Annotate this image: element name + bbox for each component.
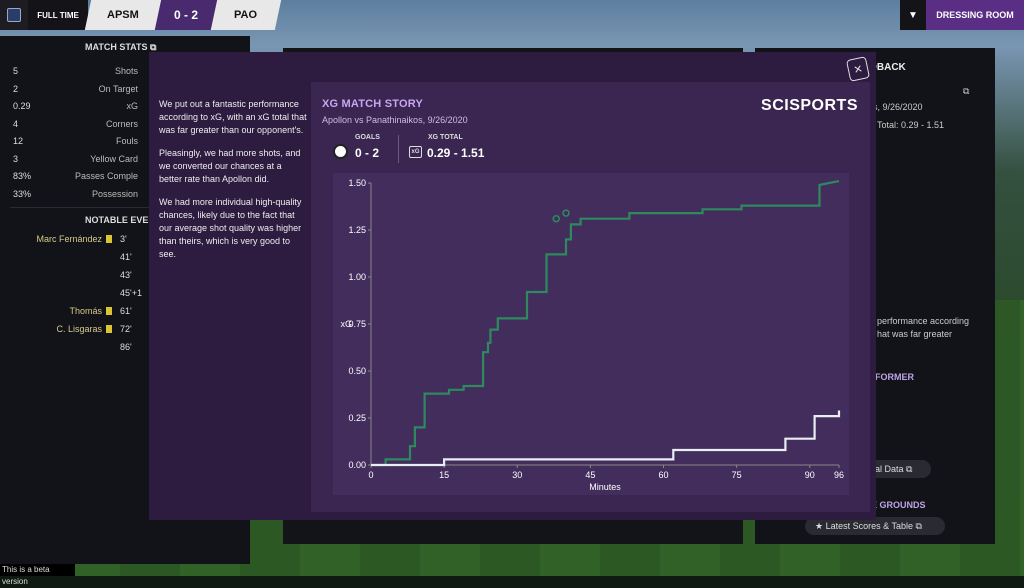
- stat-value: 33%: [13, 189, 31, 199]
- stat-label: On Target: [99, 84, 138, 94]
- scisports-logo: SCISPORTS: [761, 97, 858, 115]
- x-tick-label: 0: [368, 470, 373, 480]
- home-team[interactable]: APSM: [85, 0, 161, 30]
- stat-value: 83%: [13, 171, 31, 181]
- paragraph: We had more individual high-quality chan…: [159, 196, 307, 261]
- x-tick-label: 15: [439, 470, 449, 480]
- close-icon[interactable]: ✕: [846, 56, 870, 82]
- yellow-card-icon: [106, 325, 112, 333]
- x-axis-label: Minutes: [589, 482, 621, 492]
- x-tick-label: 96: [834, 470, 844, 480]
- stat-value: 4: [13, 119, 18, 129]
- divider: [398, 135, 399, 163]
- y-tick-label: 0.00: [348, 460, 366, 470]
- event-minute: 45'+1: [120, 288, 142, 298]
- x-tick-label: 90: [805, 470, 815, 480]
- club-badge-icon[interactable]: [0, 0, 28, 30]
- xg-card: XG MATCH STORY Apollon vs Panathinaikos,…: [311, 82, 870, 512]
- goals-value: 0 - 2: [355, 146, 379, 160]
- trophy-icon: ★: [815, 521, 823, 532]
- xg-subtitle: Apollon vs Panathinaikos, 9/26/2020: [322, 115, 468, 125]
- stat-label: xG: [126, 101, 138, 111]
- paragraph: Pleasingly, we had more shots, and we co…: [159, 147, 307, 186]
- event-minute: 72': [120, 324, 132, 334]
- match-status: FULL TIME: [28, 0, 88, 30]
- yellow-card-icon: [106, 307, 112, 315]
- notable-events-title: NOTABLE EVEI: [85, 215, 151, 225]
- goal-marker: [563, 210, 569, 216]
- dressing-room-button[interactable]: DRESSING ROOM: [926, 0, 1024, 30]
- x-tick-label: 60: [658, 470, 668, 480]
- xg-total-label: XG TOTAL: [428, 134, 463, 141]
- top-right-nav: ▼ DRESSING ROOM: [900, 0, 1024, 30]
- x-tick-label: 75: [732, 470, 742, 480]
- score-bar: FULL TIME APSM 0 - 2 PAO: [0, 0, 278, 30]
- feedback-date: s, 9/26/2020: [873, 102, 923, 112]
- xg-title: XG MATCH STORY: [322, 98, 423, 110]
- stat-value: 5: [13, 66, 18, 76]
- stat-value: 12: [13, 136, 23, 146]
- stat-value: 0.29: [13, 101, 31, 111]
- xg-chart: 0.00 0.25 0.50 0.75 1.00 1.25 1.50 0 15 30 45 60 75 9…: [333, 173, 849, 495]
- event-minute: 41': [120, 252, 132, 262]
- chevron-down-icon[interactable]: ▼: [900, 0, 926, 30]
- score: 0 - 2: [155, 0, 217, 30]
- y-tick-label: 0.25: [348, 413, 366, 423]
- player-name[interactable]: Marc Fernández: [36, 234, 102, 244]
- feedback-text-2: hat was far greater: [877, 329, 952, 339]
- xg-chart-svg: 0.00 0.25 0.50 0.75 1.00 1.25 1.50 0 15 30 45 60 75 9…: [333, 173, 849, 495]
- y-axis-label: xG: [340, 319, 352, 329]
- y-tick-label: 1.50: [348, 178, 366, 188]
- yellow-card-icon: [106, 235, 112, 243]
- match-stats-title[interactable]: MATCH STATS ⧉: [85, 42, 156, 53]
- stat-label: Yellow Card: [90, 154, 138, 164]
- grounds-title: E GROUNDS: [871, 500, 926, 510]
- expand-icon[interactable]: ⧉: [963, 86, 969, 97]
- stat-value: 3: [13, 154, 18, 164]
- performer-title: FORMER: [875, 372, 914, 382]
- xg-match-story-overlay: We put out a fantastic performance accor…: [149, 52, 876, 520]
- player-name[interactable]: C. Lisgaras: [56, 324, 102, 334]
- xg-total-value: 0.29 - 1.51: [427, 146, 484, 160]
- y-tick-label: 1.25: [348, 225, 366, 235]
- stat-label: Possession: [92, 189, 138, 199]
- beta-notice: This is a beta version: [0, 564, 75, 576]
- series-line-away: [371, 181, 839, 465]
- feedback-text-1: performance according: [877, 316, 969, 326]
- x-tick-label: 30: [512, 470, 522, 480]
- away-team[interactable]: PAO: [211, 0, 281, 30]
- xg-icon: xG: [409, 146, 422, 158]
- event-minute: 61': [120, 306, 132, 316]
- x-tick-label: 45: [585, 470, 595, 480]
- football-icon: [333, 144, 348, 159]
- event-minute: 43': [120, 270, 132, 280]
- y-tick-label: 0.50: [348, 366, 366, 376]
- feedback-xg-total: Total: 0.29 - 1.51: [877, 120, 944, 130]
- goal-marker: [553, 216, 559, 222]
- goals-label: GOALS: [355, 134, 380, 141]
- stat-label: Shots: [115, 66, 138, 76]
- event-minute: 86': [120, 342, 132, 352]
- paragraph: We put out a fantastic performance accor…: [159, 98, 307, 137]
- player-name[interactable]: Thomás: [69, 306, 102, 316]
- stat-label: Corners: [106, 119, 138, 129]
- stat-label: Passes Comple: [75, 171, 138, 181]
- event-minute: 3': [120, 234, 127, 244]
- stat-value: 2: [13, 84, 18, 94]
- feedback-text: We put out a fantastic performance accor…: [159, 98, 307, 271]
- series-line-home: [371, 411, 839, 466]
- y-tick-label: 1.00: [348, 272, 366, 282]
- stat-label: Fouls: [116, 136, 138, 146]
